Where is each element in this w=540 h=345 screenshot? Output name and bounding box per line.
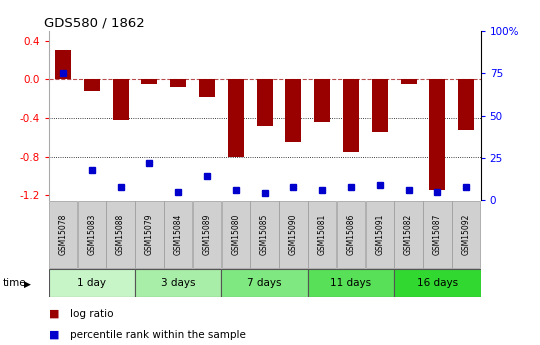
Bar	[193, 201, 221, 268]
Bar	[84, 79, 100, 91]
Bar	[286, 79, 301, 142]
Bar	[135, 269, 221, 297]
Bar	[135, 201, 164, 268]
Bar	[337, 201, 365, 268]
Bar	[279, 201, 308, 268]
Bar	[394, 201, 423, 268]
Bar	[372, 79, 388, 132]
Bar	[49, 269, 135, 297]
Text: GDS580 / 1862: GDS580 / 1862	[44, 17, 145, 30]
Bar	[343, 79, 359, 152]
Bar	[314, 79, 330, 122]
Bar	[401, 79, 416, 84]
Text: GSM15089: GSM15089	[202, 214, 212, 255]
Text: ■: ■	[49, 309, 59, 319]
Bar	[366, 201, 394, 268]
Text: 1 day: 1 day	[77, 278, 106, 288]
Bar	[452, 201, 481, 268]
Bar	[394, 269, 481, 297]
Text: time: time	[3, 278, 26, 288]
Text: 11 days: 11 days	[330, 278, 372, 288]
Text: 16 days: 16 days	[417, 278, 458, 288]
Bar	[423, 201, 451, 268]
Bar	[199, 79, 215, 97]
Bar	[308, 201, 336, 268]
Bar	[256, 79, 273, 126]
Text: GSM15078: GSM15078	[58, 214, 68, 255]
Bar	[113, 79, 129, 120]
Bar	[308, 269, 394, 297]
Text: 7 days: 7 days	[247, 278, 282, 288]
Bar	[49, 201, 77, 268]
Bar	[164, 201, 192, 268]
Bar	[141, 79, 157, 84]
Text: GSM15090: GSM15090	[289, 214, 298, 255]
Text: 3 days: 3 days	[161, 278, 195, 288]
Bar	[106, 201, 135, 268]
Text: log ratio: log ratio	[70, 309, 114, 319]
Bar	[228, 79, 244, 157]
Text: GSM15084: GSM15084	[174, 214, 183, 255]
Bar	[221, 201, 250, 268]
Text: GSM15087: GSM15087	[433, 214, 442, 255]
Bar	[221, 269, 308, 297]
Text: GSM15079: GSM15079	[145, 214, 154, 255]
Bar	[429, 79, 445, 190]
Text: percentile rank within the sample: percentile rank within the sample	[70, 330, 246, 339]
Text: GSM15091: GSM15091	[375, 214, 384, 255]
Bar	[170, 79, 186, 87]
Bar	[55, 50, 71, 79]
Bar	[78, 201, 106, 268]
Text: GSM15082: GSM15082	[404, 214, 413, 255]
Bar	[251, 201, 279, 268]
Text: ▶: ▶	[24, 279, 31, 288]
Text: GSM15085: GSM15085	[260, 214, 269, 255]
Text: GSM15083: GSM15083	[87, 214, 96, 255]
Text: GSM15080: GSM15080	[231, 214, 240, 255]
Text: GSM15086: GSM15086	[347, 214, 355, 255]
Text: ■: ■	[49, 330, 59, 339]
Text: GSM15081: GSM15081	[318, 214, 327, 255]
Text: GSM15092: GSM15092	[462, 214, 471, 255]
Text: GSM15088: GSM15088	[116, 214, 125, 255]
Bar	[458, 79, 474, 130]
